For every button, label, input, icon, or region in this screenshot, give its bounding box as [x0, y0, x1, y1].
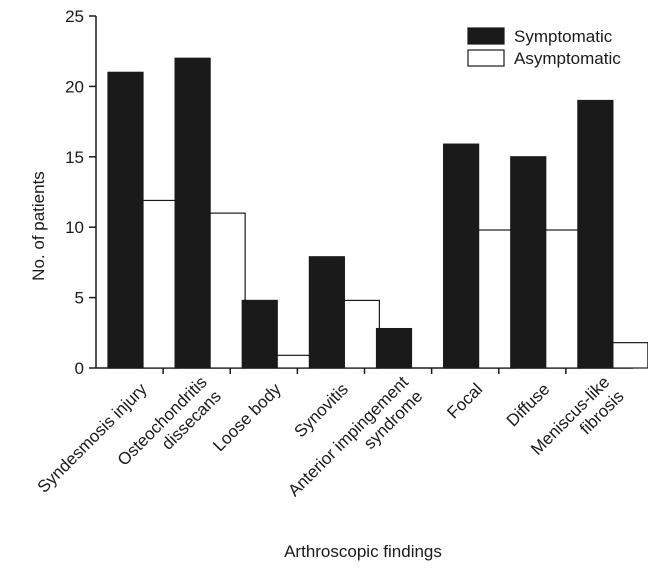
y-tick-label: 15	[65, 148, 84, 167]
category-labels: Syndesmosis injuryOsteochondritisdisseca…	[34, 372, 628, 514]
bars	[107, 57, 648, 369]
bar-asymptomatic-7	[612, 342, 648, 369]
y-tick-label: 20	[65, 77, 84, 96]
bar-asymptomatic-6	[545, 229, 582, 369]
bar-asymptomatic-3	[343, 299, 380, 369]
bar-asymptomatic-2	[276, 354, 313, 369]
y-tick-label: 0	[75, 359, 84, 378]
legend-swatch-symptomatic	[467, 27, 505, 45]
bar-symptomatic-6	[510, 156, 547, 369]
category-label: Diffuse	[503, 380, 554, 431]
category-label: Loose body	[209, 379, 285, 455]
bar-asymptomatic-0	[142, 199, 179, 369]
y-tick-label: 5	[75, 289, 84, 308]
bar-symptomatic-4	[375, 327, 413, 369]
bar-asymptomatic-5	[478, 229, 515, 369]
y-tick-label: 25	[65, 7, 84, 26]
legend-label-asymptomatic: Asymptomatic	[514, 49, 621, 68]
category-label-line: Focal	[443, 380, 486, 423]
bar-symptomatic-3	[308, 256, 345, 369]
bar-symptomatic-2	[241, 299, 278, 369]
category-label-line: Diffuse	[503, 380, 554, 431]
legend-label-symptomatic: Symptomatic	[514, 27, 613, 46]
x-axis	[96, 367, 633, 374]
legend: Symptomatic Asymptomatic	[467, 27, 621, 68]
bar-asymptomatic-1	[209, 212, 246, 369]
y-axis-title: No. of patients	[29, 171, 48, 281]
y-tick-label: 10	[65, 218, 84, 237]
bar-symptomatic-0	[107, 71, 144, 369]
category-label-line: Loose body	[209, 379, 285, 455]
category-label: Anterior impingementsyndrome	[284, 372, 426, 514]
y-axis: 0 5 10 15 20 25	[65, 7, 97, 378]
category-label: Focal	[443, 380, 486, 423]
bar-symptomatic-1	[174, 57, 211, 369]
x-axis-title: Arthroscopic findings	[284, 542, 442, 561]
bar-symptomatic-7	[577, 99, 614, 369]
legend-swatch-asymptomatic	[467, 49, 505, 67]
bar-symptomatic-5	[443, 143, 480, 369]
